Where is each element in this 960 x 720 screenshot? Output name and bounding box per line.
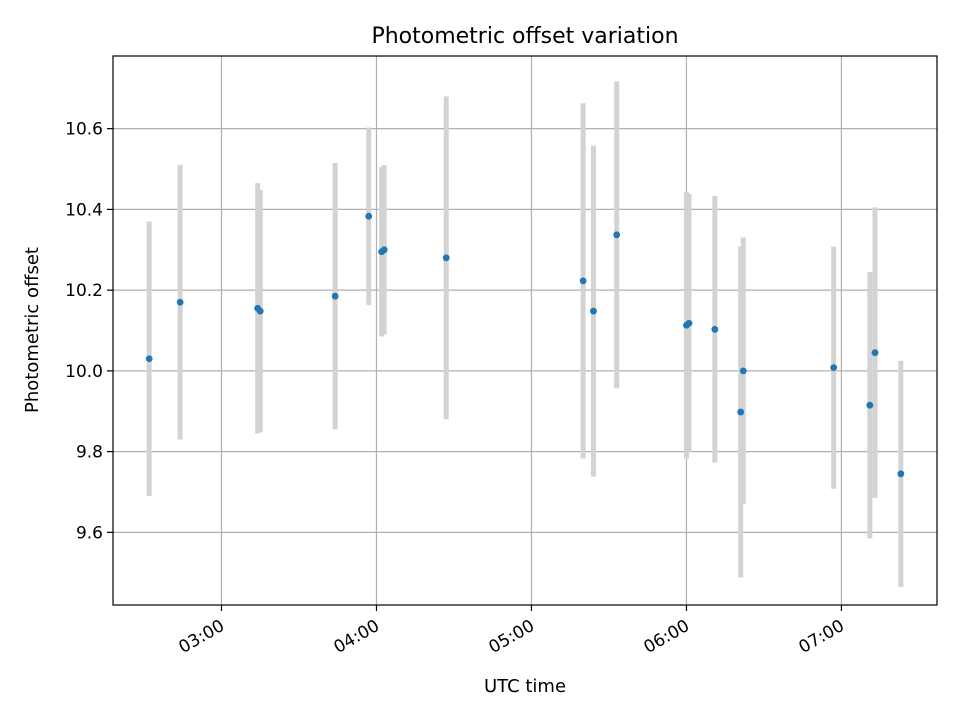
y-axis-label: Photometric offset bbox=[22, 247, 43, 413]
plot-background bbox=[113, 56, 937, 605]
data-point bbox=[579, 277, 587, 285]
data-point bbox=[830, 364, 838, 372]
data-point bbox=[380, 246, 388, 254]
y-tick-label: 10.4 bbox=[65, 200, 103, 220]
data-point bbox=[176, 298, 184, 306]
y-tick-label: 9.6 bbox=[76, 523, 103, 543]
data-point bbox=[613, 231, 621, 239]
data-point bbox=[331, 292, 339, 300]
data-point bbox=[737, 408, 745, 416]
data-point bbox=[739, 367, 747, 375]
data-point bbox=[365, 212, 373, 220]
data-point bbox=[590, 307, 597, 315]
grid bbox=[113, 56, 937, 605]
data-point bbox=[871, 349, 879, 357]
data-point bbox=[711, 325, 719, 333]
y-tick-label: 10.6 bbox=[65, 120, 103, 140]
data-point bbox=[442, 254, 450, 262]
x-axis-label: UTC time bbox=[484, 676, 566, 697]
chart-title: Photometric offset variation bbox=[371, 24, 678, 49]
y-tick-label: 10.2 bbox=[65, 281, 103, 301]
y-tick-label: 10.0 bbox=[65, 362, 103, 382]
data-point bbox=[145, 355, 153, 363]
data-points bbox=[145, 212, 905, 478]
data-point bbox=[256, 307, 264, 315]
data-point bbox=[897, 470, 905, 478]
data-point bbox=[866, 401, 874, 409]
y-tick-label: 9.8 bbox=[76, 443, 103, 463]
data-point bbox=[685, 319, 693, 327]
y-axis: 9.6 9.8 10.0 10.2 10.4 10.6 bbox=[65, 120, 113, 543]
plot-frame bbox=[112, 55, 938, 606]
plot-area bbox=[112, 55, 938, 606]
